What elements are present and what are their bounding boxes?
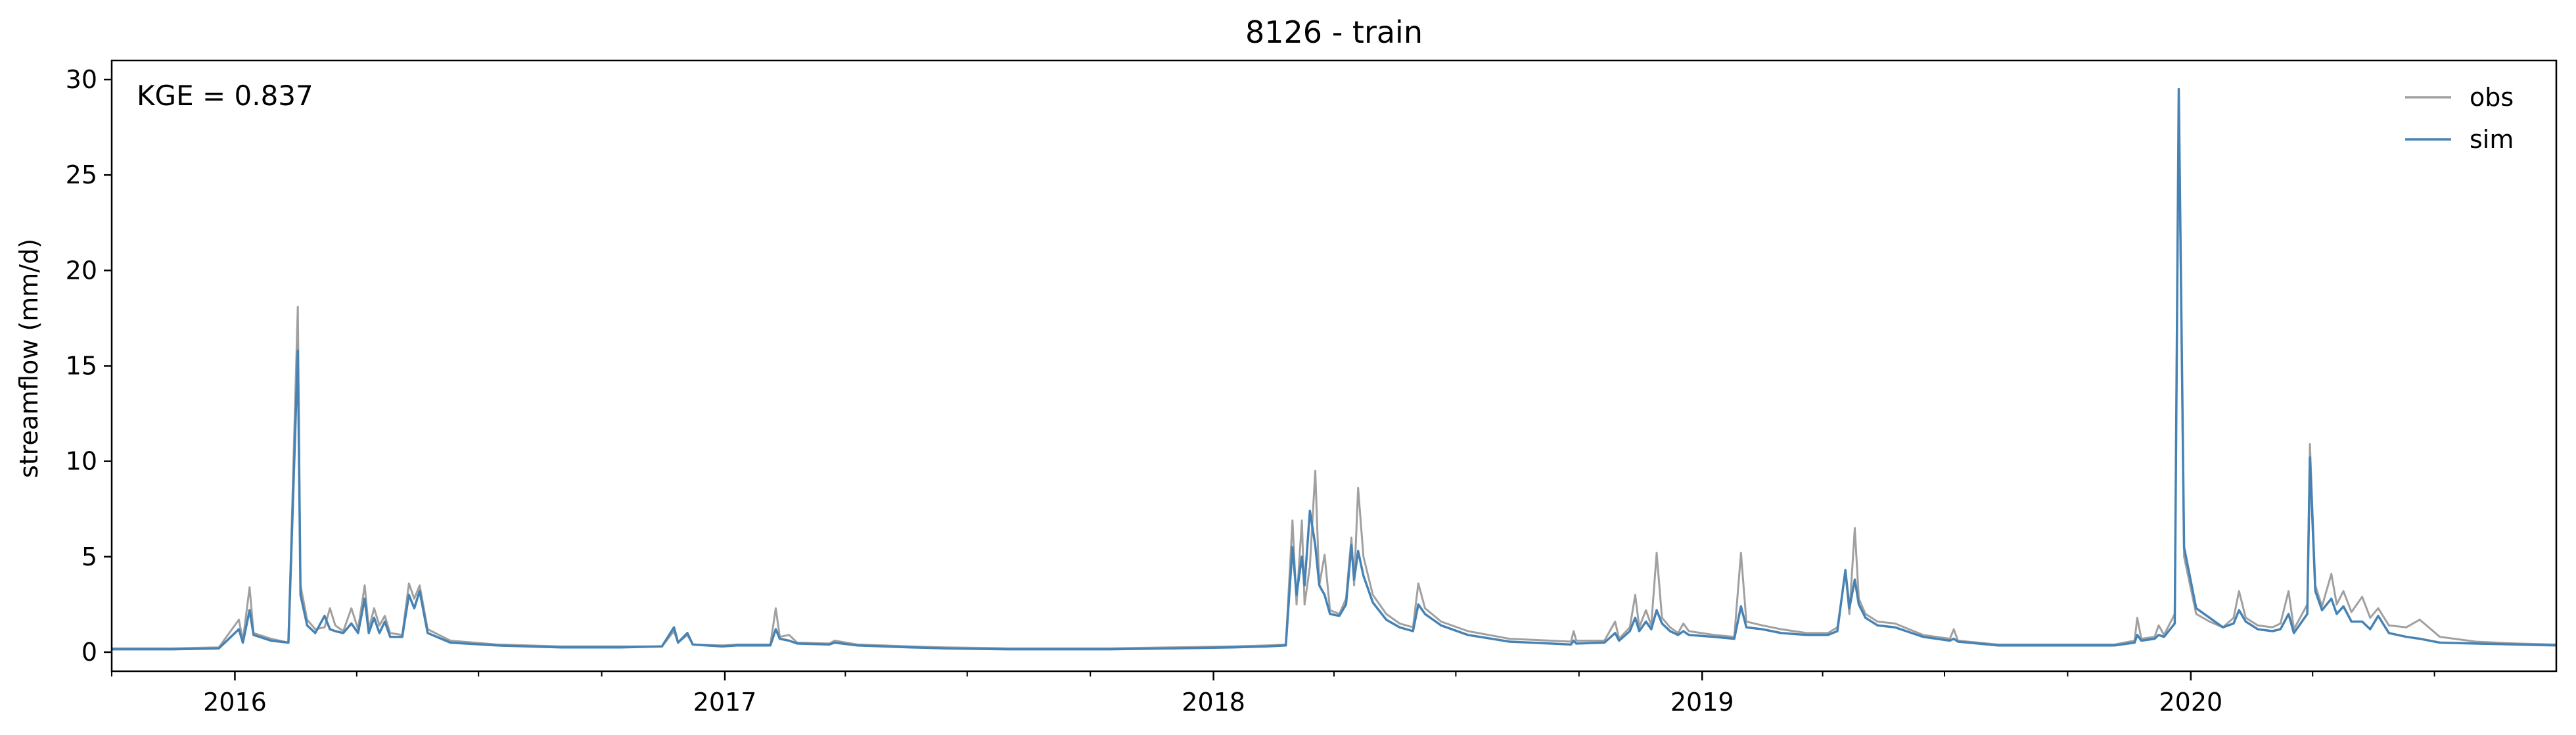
y-tick-label: 25 — [66, 160, 97, 189]
legend: obs sim — [2405, 83, 2514, 154]
chart-title: 8126 - train — [1245, 14, 1423, 50]
kge-annotation: KGE = 0.837 — [137, 80, 313, 112]
legend-label-sim: sim — [2470, 125, 2514, 154]
x-tick-label: 2018 — [1182, 688, 1245, 717]
y-tick-label: 15 — [66, 352, 97, 381]
y-tick-label: 10 — [66, 447, 97, 476]
x-tick-label: 2019 — [1670, 688, 1734, 717]
series-line-obs — [112, 97, 2557, 650]
x-tick-label: 2016 — [203, 688, 267, 717]
axes: 0 5 10 15 20 25 30 2016 2017 2018 2019 2020 — [66, 65, 2435, 717]
y-tick-label: 5 — [81, 542, 97, 571]
series-line-sim — [112, 87, 2557, 651]
x-tick-label: 2020 — [2159, 688, 2222, 717]
legend-label-obs: obs — [2470, 83, 2514, 112]
plot-frame — [110, 59, 2558, 673]
y-tick-label: 20 — [66, 256, 97, 285]
x-tick-label: 2017 — [693, 688, 757, 717]
plot-area — [112, 87, 2557, 651]
y-tick-label: 30 — [66, 65, 97, 94]
y-tick-label: 0 — [81, 638, 97, 667]
y-axis-label: streamflow (mm/d) — [14, 239, 43, 478]
